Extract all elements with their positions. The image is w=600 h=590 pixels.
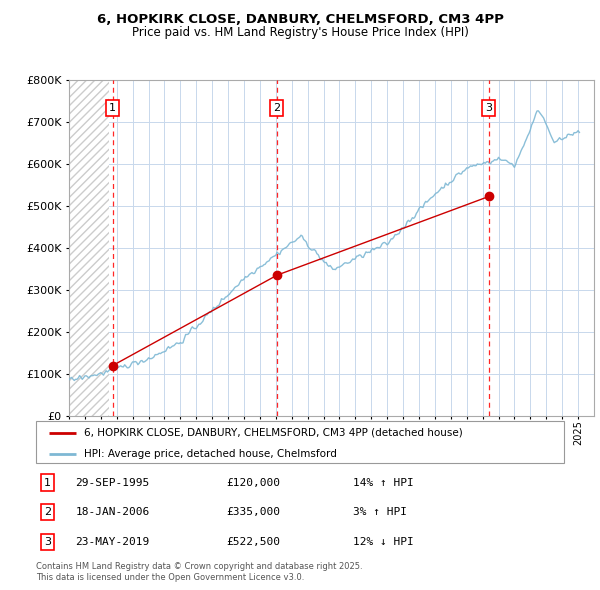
Bar xyxy=(69,80,109,416)
Text: 29-SEP-1995: 29-SEP-1995 xyxy=(76,477,150,487)
Text: 2: 2 xyxy=(273,103,280,113)
Text: 1: 1 xyxy=(109,103,116,113)
Text: 18-JAN-2006: 18-JAN-2006 xyxy=(76,507,150,517)
Text: 2: 2 xyxy=(44,507,51,517)
Text: £335,000: £335,000 xyxy=(226,507,280,517)
Text: HPI: Average price, detached house, Chelmsford: HPI: Average price, detached house, Chel… xyxy=(83,449,337,459)
Text: 14% ↑ HPI: 14% ↑ HPI xyxy=(353,477,413,487)
Text: 6, HOPKIRK CLOSE, DANBURY, CHELMSFORD, CM3 4PP (detached house): 6, HOPKIRK CLOSE, DANBURY, CHELMSFORD, C… xyxy=(83,428,462,438)
Text: 12% ↓ HPI: 12% ↓ HPI xyxy=(353,537,413,547)
Text: £120,000: £120,000 xyxy=(226,477,280,487)
Text: 23-MAY-2019: 23-MAY-2019 xyxy=(76,537,150,547)
Text: 3: 3 xyxy=(44,537,51,547)
Text: Price paid vs. HM Land Registry's House Price Index (HPI): Price paid vs. HM Land Registry's House … xyxy=(131,26,469,39)
Text: Contains HM Land Registry data © Crown copyright and database right 2025.
This d: Contains HM Land Registry data © Crown c… xyxy=(36,562,362,582)
Text: 3% ↑ HPI: 3% ↑ HPI xyxy=(353,507,407,517)
Text: 1: 1 xyxy=(44,477,51,487)
Text: 3: 3 xyxy=(485,103,492,113)
Text: £522,500: £522,500 xyxy=(226,537,280,547)
Text: 6, HOPKIRK CLOSE, DANBURY, CHELMSFORD, CM3 4PP: 6, HOPKIRK CLOSE, DANBURY, CHELMSFORD, C… xyxy=(97,13,503,26)
